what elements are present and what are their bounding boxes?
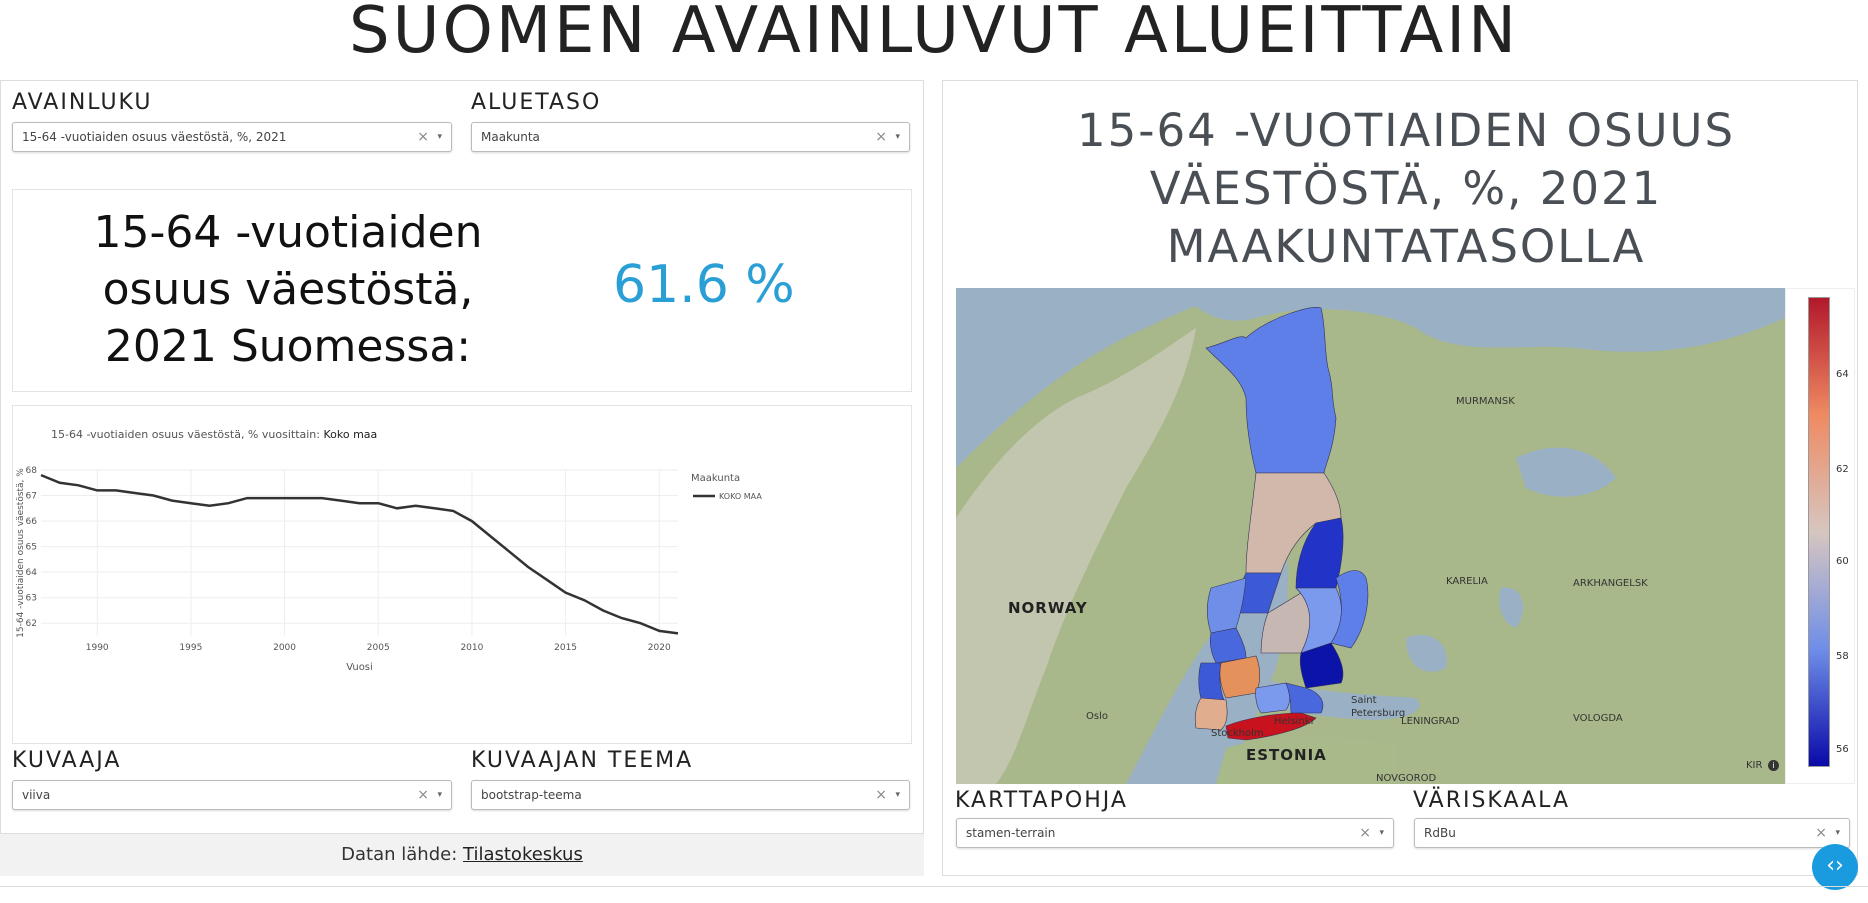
kuvaaja-value: viiva [22,788,50,802]
map-label-vologda: VOLOGDA [1573,713,1623,724]
x-axis-label: Vuosi [346,662,373,673]
teema-value: bootstrap-teema [481,788,582,802]
colorbar-tick: 56 [1836,744,1849,755]
kpi-text: 15-64 -vuotiaiden osuus väestöstä, 2021 … [68,204,508,375]
map-label-murmansk: MURMANSK [1456,396,1515,407]
clear-icon[interactable]: × [875,781,887,809]
aluetaso-value: Maakunta [481,130,540,144]
map-title: 15-64 -VUOTIAIDEN OSUUS VÄESTÖSTÄ, %, 20… [956,102,1856,276]
colorbar-tick: 64 [1836,369,1849,380]
y-tick-label: 67 [26,492,37,502]
y-tick-label: 64 [26,568,38,578]
region-satakunta [1199,663,1224,700]
footer: Datan lähde: Tilastokeskus [0,833,924,876]
map-label-norway: NORWAY [1008,599,1088,617]
kpi-value: 61.6 % [613,255,795,315]
colorbar-gradient [1808,297,1830,767]
x-tick-label: 2000 [273,643,296,653]
colorbar: 64 62 60 58 56 [1785,288,1855,784]
chevron-down-icon[interactable]: ▾ [437,781,442,809]
y-tick-label: 63 [26,594,37,604]
teema-label: KUVAAJAN TEEMA [471,748,693,773]
legend-title: Maakunta [691,473,740,484]
source-link[interactable]: Tilastokeskus [463,844,583,865]
colorbar-tick: 62 [1836,464,1849,475]
map-label-oslo: Oslo [1086,711,1108,722]
clear-icon[interactable]: × [1815,819,1827,847]
source-label: Datan lähde: [341,844,457,865]
clear-icon[interactable]: × [417,781,429,809]
avainluku-value: 15-64 -vuotiaiden osuus väestöstä, %, 20… [22,130,286,144]
y-tick-label: 66 [26,517,38,527]
aluetaso-label: ALUETASO [471,90,601,115]
y-axis-label: 15-64 -vuotiaiden osuus väestöstä, % [16,468,26,638]
y-tick-label: 68 [26,466,38,476]
teema-dropdown[interactable]: bootstrap-teema × ▾ [471,780,910,810]
region-pirkanmaa [1220,656,1260,698]
chevron-down-icon[interactable]: ▾ [895,781,900,809]
legend-entry: KOKO MAA [719,492,762,501]
aluetaso-dropdown[interactable]: Maakunta × ▾ [471,122,910,152]
map-label-leningrad: LENINGRAD [1401,716,1460,727]
chart-card: 15-64 -vuotiaiden osuus väestöstä, % vuo… [12,405,912,744]
karttapohja-label: KARTTAPOHJA [955,788,1128,813]
map-label-estonia: ESTONIA [1246,746,1327,764]
region-varsinais-suomi [1195,698,1227,730]
series-line-koko-maa [41,475,678,633]
variskaala-dropdown[interactable]: RdBu × ▾ [1414,818,1850,848]
karttapohja-value: stamen-terrain [966,826,1055,840]
clear-icon[interactable]: × [417,123,429,151]
avainluku-label: AVAINLUKU [12,90,152,115]
kuvaaja-dropdown[interactable]: viiva × ▾ [12,780,452,810]
map-label-arkhangelsk: ARKHANGELSK [1573,578,1648,589]
chart-title: 15-64 -vuotiaiden osuus väestöstä, % vuo… [51,428,377,441]
x-tick-label: 2005 [367,643,390,653]
x-tick-label: 2015 [554,643,577,653]
chevron-down-icon[interactable]: ▾ [1379,819,1384,847]
map-label-karelia: KARELIA [1446,576,1488,587]
x-tick-label: 1990 [86,643,109,653]
page-title: SUOMEN AVAINLUVUT ALUEITTAIN [0,0,1868,66]
chart-title-bold: Koko maa [323,428,377,441]
code-toggle-button[interactable]: ‹› [1812,844,1858,890]
x-tick-label: 1995 [179,643,202,653]
kpi-card: 15-64 -vuotiaiden osuus väestöstä, 2021 … [12,189,912,392]
clear-icon[interactable]: × [1359,819,1371,847]
avainluku-dropdown[interactable]: 15-64 -vuotiaiden osuus väestöstä, %, 20… [12,122,452,152]
y-tick-label: 62 [26,619,37,629]
region-paijat-hame [1256,683,1290,713]
info-icon[interactable]: i [1768,760,1779,771]
variskaala-value: RdBu [1424,826,1456,840]
map-label-stockholm: Stockholm [1211,728,1264,739]
choropleth-map[interactable]: NORWAY ESTONIA MURMANSK KARELIA ARKHANGE… [956,288,1785,784]
chevron-down-icon[interactable]: ▾ [895,123,900,151]
x-tick-label: 2020 [648,643,671,653]
bottom-strip [0,886,1868,903]
map-attribution[interactable]: KIR [1746,760,1762,771]
kuvaaja-label: KUVAAJA [12,748,121,773]
variskaala-label: VÄRISKAALA [1413,788,1570,813]
map-label-helsinki: Helsinki [1274,716,1313,727]
map-label-novgorod: NOVGOROD [1376,773,1436,784]
y-tick-label: 65 [26,543,37,553]
colorbar-tick: 58 [1836,651,1849,662]
clear-icon[interactable]: × [875,123,887,151]
chevron-down-icon[interactable]: ▾ [1835,819,1840,847]
karttapohja-dropdown[interactable]: stamen-terrain × ▾ [956,818,1394,848]
chevron-down-icon[interactable]: ▾ [437,123,442,151]
line-chart: 15-64 -vuotiaiden osuus väestöstä, % vuo… [13,406,911,743]
colorbar-tick: 60 [1836,556,1849,567]
x-tick-label: 2010 [460,643,483,653]
